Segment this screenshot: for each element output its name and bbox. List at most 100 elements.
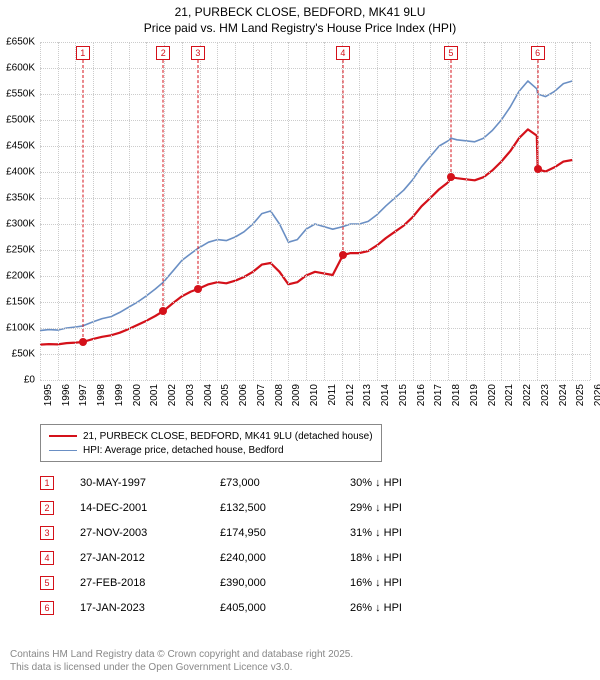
y-axis-label: £50K xyxy=(12,349,35,360)
x-axis-label: 1999 xyxy=(114,384,125,406)
chart-svg xyxy=(40,42,590,380)
x-axis-label: 2006 xyxy=(238,384,249,406)
x-axis-label: 2016 xyxy=(416,384,427,406)
x-axis-label: 2014 xyxy=(380,384,391,406)
gridline-vertical xyxy=(253,42,254,380)
chart-plot-area: £0£50K£100K£150K£200K£250K£300K£350K£400… xyxy=(40,42,590,380)
y-axis-label: £150K xyxy=(6,297,35,308)
gridline-vertical xyxy=(377,42,378,380)
x-axis-label: 2001 xyxy=(149,384,160,406)
y-axis-label: £450K xyxy=(6,141,35,152)
gridline-horizontal xyxy=(40,354,590,355)
sale-marker-dot xyxy=(534,165,542,173)
x-axis-label: 2009 xyxy=(291,384,302,406)
footer-line-1: Contains HM Land Registry data © Crown c… xyxy=(10,649,353,662)
x-axis-label: 1997 xyxy=(78,384,89,406)
legend-swatch xyxy=(49,450,77,451)
x-axis-label: 2003 xyxy=(185,384,196,406)
x-axis-label: 2002 xyxy=(167,384,178,406)
sales-row-marker: 1 xyxy=(40,476,54,490)
y-axis-label: £600K xyxy=(6,63,35,74)
legend-row: HPI: Average price, detached house, Bedf… xyxy=(49,443,373,457)
x-axis-label: 2004 xyxy=(203,384,214,406)
gridline-vertical xyxy=(235,42,236,380)
gridline-vertical xyxy=(484,42,485,380)
sales-row-date: 30-MAY-1997 xyxy=(80,477,220,489)
sales-row-price: £390,000 xyxy=(220,577,350,589)
x-axis-label: 2015 xyxy=(398,384,409,406)
gridline-horizontal xyxy=(40,302,590,303)
sales-row-price: £132,500 xyxy=(220,502,350,514)
x-axis-label: 2025 xyxy=(575,384,586,406)
y-axis-label: £100K xyxy=(6,323,35,334)
gridline-vertical xyxy=(466,42,467,380)
legend-label: 21, PURBECK CLOSE, BEDFORD, MK41 9LU (de… xyxy=(83,431,373,442)
x-axis-label: 2000 xyxy=(132,384,143,406)
sales-row-delta: 29% ↓ HPI xyxy=(350,502,470,514)
gridline-vertical xyxy=(40,42,41,380)
gridline-vertical xyxy=(448,42,449,380)
sale-marker-box: 5 xyxy=(444,46,458,60)
gridline-vertical xyxy=(146,42,147,380)
gridline-horizontal xyxy=(40,198,590,199)
sales-row-price: £174,950 xyxy=(220,527,350,539)
gridline-vertical xyxy=(288,42,289,380)
y-axis-label: £300K xyxy=(6,219,35,230)
gridline-vertical xyxy=(217,42,218,380)
sale-marker-dot xyxy=(79,338,87,346)
sales-row-marker: 2 xyxy=(40,501,54,515)
sale-marker-line xyxy=(342,60,343,255)
chart-title-block: 21, PURBECK CLOSE, BEDFORD, MK41 9LU Pri… xyxy=(0,0,600,36)
sales-row-price: £240,000 xyxy=(220,552,350,564)
y-axis-label: £650K xyxy=(6,37,35,48)
legend-label: HPI: Average price, detached house, Bedf… xyxy=(83,445,284,456)
sales-row: 617-JAN-2023£405,00026% ↓ HPI xyxy=(40,595,470,620)
sale-marker-line xyxy=(197,60,198,289)
gridline-horizontal xyxy=(40,42,590,43)
sale-marker-dot xyxy=(447,173,455,181)
sale-marker-dot xyxy=(194,285,202,293)
x-axis-label: 2020 xyxy=(487,384,498,406)
sales-row-date: 14-DEC-2001 xyxy=(80,502,220,514)
y-axis-label: £550K xyxy=(6,89,35,100)
gridline-vertical xyxy=(111,42,112,380)
y-axis-label: £500K xyxy=(6,115,35,126)
x-axis-label: 2022 xyxy=(522,384,533,406)
sales-row-marker: 6 xyxy=(40,601,54,615)
x-axis-label: 2012 xyxy=(345,384,356,406)
sale-marker-line xyxy=(82,60,83,342)
y-axis-label: £350K xyxy=(6,193,35,204)
y-axis-label: £400K xyxy=(6,167,35,178)
title-line-2: Price paid vs. HM Land Registry's House … xyxy=(0,20,600,36)
sale-marker-box: 2 xyxy=(156,46,170,60)
x-axis-label: 2011 xyxy=(327,384,338,406)
y-axis-label: £250K xyxy=(6,245,35,256)
sales-row-date: 27-JAN-2012 xyxy=(80,552,220,564)
sales-row: 427-JAN-2012£240,00018% ↓ HPI xyxy=(40,545,470,570)
sales-row-marker: 3 xyxy=(40,526,54,540)
sales-row-date: 27-NOV-2003 xyxy=(80,527,220,539)
sales-row: 3 27-NOV-2003£174,95031% ↓ HPI xyxy=(40,520,470,545)
gridline-vertical xyxy=(413,42,414,380)
sales-row-price: £405,000 xyxy=(220,602,350,614)
gridline-horizontal xyxy=(40,120,590,121)
sales-row: 2 14-DEC-2001£132,50029% ↓ HPI xyxy=(40,495,470,520)
x-axis-label: 1995 xyxy=(43,384,54,406)
x-axis-label: 2026 xyxy=(593,384,600,406)
gridline-vertical xyxy=(306,42,307,380)
x-axis-label: 2005 xyxy=(220,384,231,406)
gridline-vertical xyxy=(590,42,591,380)
sales-row-date: 27-FEB-2018 xyxy=(80,577,220,589)
gridline-horizontal xyxy=(40,172,590,173)
gridline-horizontal xyxy=(40,94,590,95)
x-axis-label: 2023 xyxy=(540,384,551,406)
sales-row-delta: 26% ↓ HPI xyxy=(350,602,470,614)
sales-row-price: £73,000 xyxy=(220,477,350,489)
gridline-horizontal xyxy=(40,146,590,147)
gridline-horizontal xyxy=(40,328,590,329)
gridline-vertical xyxy=(58,42,59,380)
sale-marker-box: 4 xyxy=(336,46,350,60)
legend-row: 21, PURBECK CLOSE, BEDFORD, MK41 9LU (de… xyxy=(49,429,373,443)
sales-row-delta: 31% ↓ HPI xyxy=(350,527,470,539)
sale-marker-box: 6 xyxy=(531,46,545,60)
